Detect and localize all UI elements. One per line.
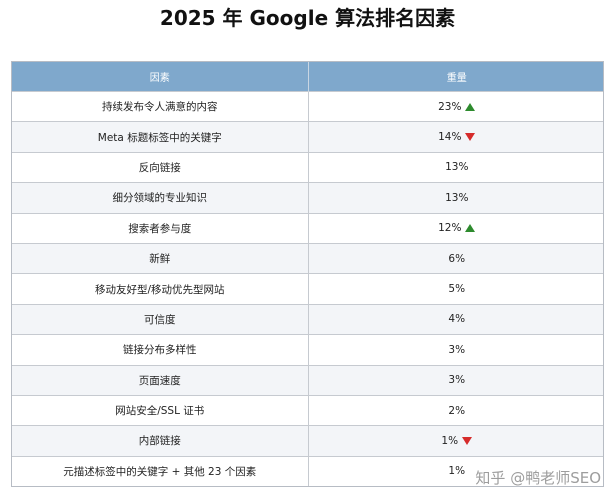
factor-cell: 元描述标签中的关键字 + 其他 23 个因素 (12, 455, 309, 486)
trend-up-icon (465, 102, 476, 111)
watermark: 知乎 @鸭老师SEO (475, 469, 601, 487)
weight-value-wrap: 1% (448, 465, 465, 477)
table-row: 可信度 4% (12, 303, 603, 335)
weight-cell: 14% (308, 121, 603, 153)
weight-value-wrap: 3% (448, 374, 465, 386)
weight-value-wrap: 13% (445, 161, 468, 173)
factor-cell: 链接分布多样性 (12, 334, 309, 366)
trend-up-icon (465, 224, 476, 233)
trend-down-icon (465, 133, 476, 142)
weight-value: 5% (448, 283, 466, 296)
weight-value: 2% (448, 404, 466, 417)
page-title: 2025 年 Google 算法排名因素 (159, 6, 456, 30)
weight-cell: 13% (308, 151, 603, 183)
weight-value: 3% (448, 343, 466, 356)
weight-cell: 5% (308, 273, 603, 305)
table-row: 反向链接 13% (12, 151, 603, 183)
weight-value-wrap: 23% (438, 100, 476, 113)
weight-cell: 12% (308, 212, 603, 244)
weight-cell: 4% (308, 303, 603, 335)
table-row: 内部链接 1% (12, 425, 603, 457)
table-row: 细分领域的专业知识 13% (12, 182, 603, 214)
factor-cell: 内部链接 (12, 425, 309, 457)
weight-cell: 3% (308, 334, 603, 366)
weight-value: 13% (445, 161, 469, 174)
table-row: 网站安全/SSL 证书 2% (12, 394, 603, 426)
weight-cell: 1% (308, 455, 603, 486)
trend-down-icon (462, 436, 473, 445)
weight-value-wrap: 12% (438, 222, 476, 235)
weight-value: 3% (448, 374, 466, 387)
table-row: 页面速度 3% (12, 364, 603, 396)
factor-cell: 页面速度 (12, 364, 309, 396)
weight-cell: 13% (308, 182, 603, 214)
factor-cell: 搜索者参与度 (12, 212, 309, 244)
table-row: 链接分布多样性 3% (12, 334, 603, 366)
weight-value: 1% (448, 465, 466, 478)
weight-value: 23% (438, 100, 462, 113)
table-row: 持续发布令人满意的内容 23% (12, 90, 603, 122)
factor-cell: 持续发布令人满意的内容 (12, 90, 309, 122)
weight-value-wrap: 14% (438, 131, 476, 144)
weight-cell: 1% (308, 425, 603, 457)
weight-value: 12% (438, 222, 462, 235)
table-row: 新鲜 6% (12, 242, 603, 274)
factor-cell: 网站安全/SSL 证书 (12, 394, 309, 426)
column-header-weight: 重量 (308, 62, 603, 92)
factor-cell: Meta 标题标签中的关键字 (12, 121, 309, 153)
column-header-factor: 因素 (12, 62, 309, 92)
weight-value: 1% (441, 434, 459, 447)
factor-cell: 移动友好型/移动优先型网站 (12, 273, 309, 305)
table-row: 搜索者参与度 12% (12, 212, 603, 244)
weight-value: 4% (448, 313, 466, 326)
weight-value: 6% (448, 252, 466, 265)
table-row: Meta 标题标签中的关键字 14% (12, 121, 603, 153)
weight-cell: 6% (308, 242, 603, 274)
weight-value-wrap: 1% (441, 434, 473, 447)
weight-value-wrap: 6% (448, 253, 465, 265)
weight-value: 13% (445, 191, 469, 204)
weight-value-wrap: 5% (448, 283, 465, 295)
table-header-row: 因素 重量 (12, 62, 603, 92)
factor-cell: 细分领域的专业知识 (12, 182, 309, 214)
weight-value-wrap: 2% (448, 405, 465, 417)
factor-cell: 可信度 (12, 303, 309, 335)
weight-value: 14% (438, 131, 462, 144)
weight-value-wrap: 4% (448, 313, 465, 325)
weight-cell: 3% (308, 364, 603, 396)
weight-value-wrap: 13% (445, 192, 468, 204)
weight-cell: 23% (308, 90, 603, 122)
table-row: 移动友好型/移动优先型网站 5% (12, 273, 603, 305)
factor-cell: 新鲜 (12, 242, 309, 274)
factor-cell: 反向链接 (12, 151, 309, 183)
weight-value-wrap: 3% (448, 344, 465, 356)
ranking-factors-table: 因素 重量 持续发布令人满意的内容 23% Meta 标题标签中的关键字 14% 反向链… (11, 61, 604, 487)
table-row: 元描述标签中的关键字 + 其他 23 个因素 1% (12, 455, 603, 486)
weight-cell: 2% (308, 394, 603, 426)
